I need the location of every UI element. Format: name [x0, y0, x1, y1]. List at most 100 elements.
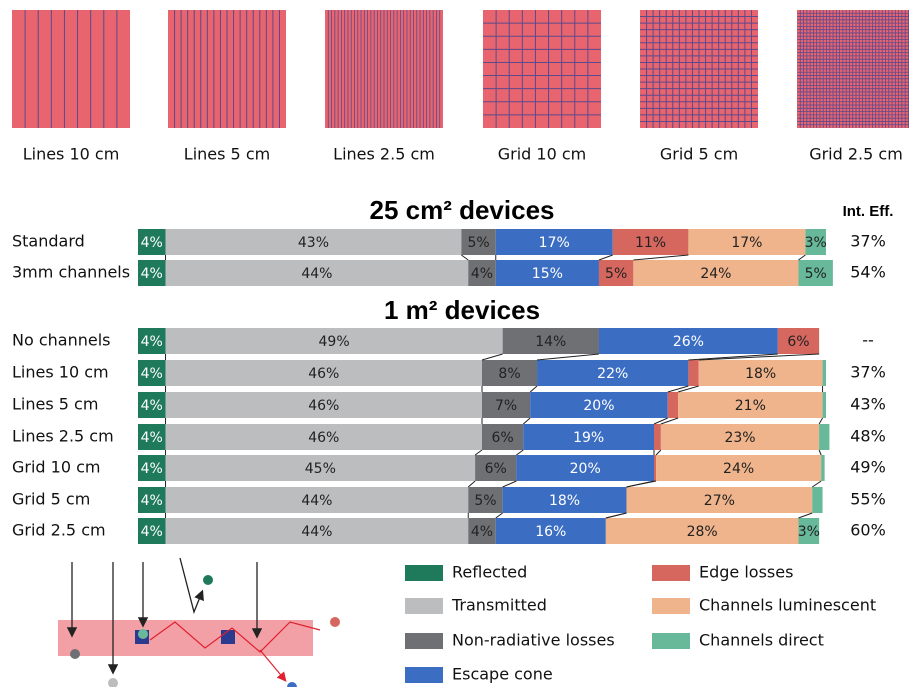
segment-label: 6%: [492, 430, 514, 446]
legend-label: Reflected: [452, 563, 527, 582]
legend-swatch: [405, 667, 443, 683]
segment-label: 16%: [535, 524, 566, 540]
connector: [495, 512, 503, 519]
segment-label: 43%: [298, 235, 329, 251]
category-label: 3mm channels: [12, 263, 130, 282]
bar-segment: [165, 229, 462, 255]
dye: [221, 630, 235, 644]
bar-segment: [165, 518, 469, 544]
category-label: Lines 5 cm: [12, 395, 98, 414]
segment-label: 4%: [141, 430, 163, 446]
bars: 25 cm² devices Int. Eff. Standard 37% 4% 43% 5…: [12, 195, 893, 544]
group-title: 1 m² devices: [384, 295, 540, 325]
bar-segment: [821, 455, 825, 481]
connector: [811, 480, 822, 488]
bar-segment: [605, 518, 799, 544]
connector: [677, 385, 699, 393]
group-title: 25 cm² devices: [369, 195, 554, 225]
connector: [798, 254, 806, 261]
connector: [667, 385, 689, 393]
bar-segment: [633, 260, 799, 286]
particle: [70, 649, 80, 659]
segment-label: 15%: [532, 266, 563, 282]
bar-segment: [495, 260, 599, 286]
bar-segment: [654, 424, 661, 450]
segment-label: 19%: [573, 430, 604, 446]
int-eff-value: 37%: [850, 363, 886, 382]
photon-path: [149, 621, 321, 653]
bar-segment: [667, 392, 679, 418]
bar-segment: [165, 260, 469, 286]
segment-label: 5%: [605, 266, 627, 282]
bar-segment: [482, 424, 524, 450]
bar-segment: [165, 392, 482, 418]
pattern-square: [483, 10, 601, 128]
particle: [287, 682, 297, 691]
category-label: Standard: [12, 232, 85, 251]
connector: [698, 353, 820, 361]
pattern-label: Lines 10 cm: [23, 145, 120, 164]
bar-segment: [798, 260, 833, 286]
segment-label: 49%: [319, 334, 350, 350]
int-eff-value: 55%: [850, 490, 886, 509]
category-label: No channels: [12, 331, 111, 350]
segment-label: 18%: [549, 493, 580, 509]
bar-segment: [678, 392, 823, 418]
connector: [688, 353, 778, 361]
category-label: Grid 5 cm: [12, 490, 90, 509]
segment-label: 24%: [700, 266, 731, 282]
bar-segment: [165, 360, 482, 386]
connector: [653, 417, 668, 425]
bar-segment: [468, 487, 503, 513]
segment-label: 4%: [471, 524, 493, 540]
segment-label: 27%: [704, 493, 735, 509]
segment-label: 4%: [471, 266, 493, 282]
segment-label: 46%: [308, 398, 339, 414]
segment-label: 20%: [570, 461, 601, 477]
bar-segment: [688, 360, 699, 386]
segment-label: 4%: [141, 366, 163, 382]
bar-segment: [660, 424, 820, 450]
legend: Reflected Transmitted Non-radiative losses…: [405, 563, 876, 684]
segment-label: 11%: [635, 235, 666, 251]
bar-segment: [777, 328, 820, 354]
segment-label: 24%: [723, 461, 754, 477]
particle: [330, 617, 340, 627]
segment-label: 26%: [673, 334, 704, 350]
bar-segment: [822, 360, 826, 386]
connector: [461, 254, 469, 261]
segment-label: 4%: [141, 524, 163, 540]
legend-swatch: [405, 565, 443, 581]
bar-segment: [165, 487, 469, 513]
int-eff-value: 60%: [850, 521, 886, 540]
segment-label: 20%: [583, 398, 614, 414]
ray: [179, 557, 204, 615]
segment-label: 23%: [724, 430, 755, 446]
legend-label: Transmitted: [451, 596, 547, 615]
segment-label: 3%: [805, 235, 827, 251]
bar-segment: [138, 392, 166, 418]
bar-segment: [468, 260, 496, 286]
segment-label: 6%: [787, 334, 809, 350]
segment-label: 5%: [467, 235, 489, 251]
pattern-label: Grid 2.5 cm: [809, 145, 903, 164]
segment-label: 21%: [735, 398, 766, 414]
bar-segment: [138, 487, 166, 513]
particle: [138, 629, 148, 639]
category-label: Grid 2.5 cm: [12, 521, 106, 540]
bar-segment: [598, 260, 634, 286]
int-eff-value: 49%: [850, 458, 886, 477]
int-eff-value: 37%: [850, 232, 886, 251]
connector: [522, 417, 531, 425]
bar-segment: [138, 328, 166, 354]
segment-label: 4%: [141, 235, 163, 251]
particle: [108, 678, 118, 688]
legend-swatch: [405, 598, 443, 614]
segment-label: 45%: [305, 461, 336, 477]
bar-segment: [516, 455, 654, 481]
legend-label: Channels direct: [699, 631, 824, 650]
particle: [203, 575, 213, 585]
legend-label: Escape cone: [452, 665, 553, 684]
connector: [655, 449, 662, 456]
bar-segment: [656, 455, 822, 481]
